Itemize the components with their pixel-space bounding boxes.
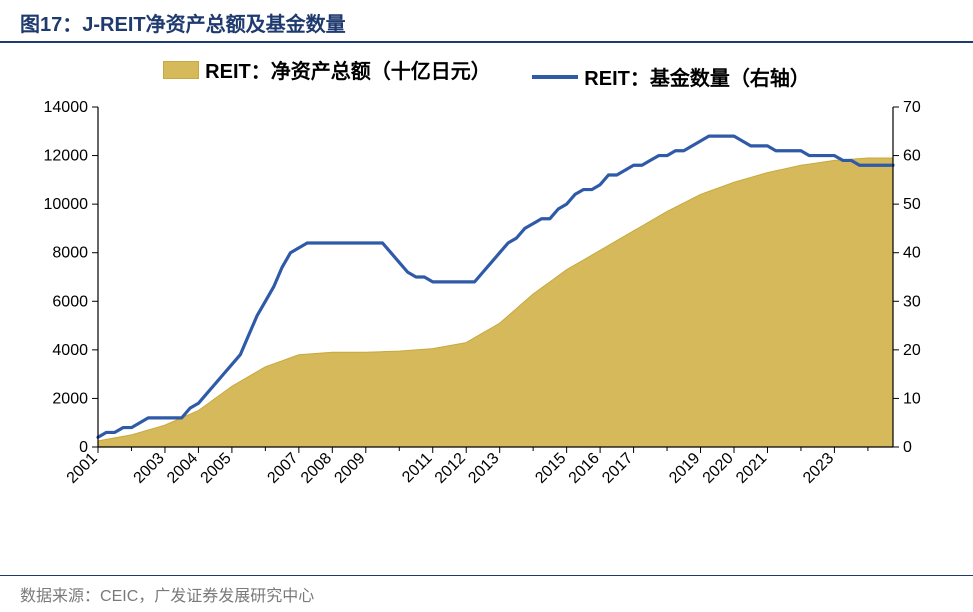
x-tick-label: 2007 [264,450,301,487]
x-tick-label: 2008 [298,450,335,487]
yr-tick-label: 40 [903,245,921,262]
legend-label-area: REIT：净资产总额（十亿日元） [205,55,491,84]
yr-tick-label: 50 [903,196,921,213]
yl-tick-label: 2000 [52,390,88,407]
x-tick-label: 2004 [164,450,201,487]
yr-tick-label: 20 [903,342,921,359]
footer-text: CEIC，广发证券发展研究中心 [100,588,314,605]
yl-tick-label: 12000 [44,148,89,165]
yr-tick-label: 0 [903,439,912,456]
x-tick-label: 2001 [64,450,101,487]
chart-svg: 0200040006000800010000120001400001020304… [20,97,953,527]
x-tick-label: 2012 [432,450,469,487]
yl-tick-label: 6000 [52,293,88,310]
x-tick-label: 2021 [733,450,770,487]
legend-label-line: REIT：基金数量（右轴） [584,62,810,91]
yr-tick-label: 30 [903,293,921,310]
x-tick-label: 2020 [700,450,737,487]
x-tick-label: 2013 [465,450,502,487]
legend-item-area: REIT：净资产总额（十亿日元） [163,55,491,84]
x-tick-label: 2019 [666,450,703,487]
legend: REIT：净资产总额（十亿日元） REIT：基金数量（右轴） [0,43,973,97]
legend-item-line: REIT：基金数量（右轴） [532,62,810,91]
figure-title-prefix: 图17： [20,14,82,36]
x-tick-label: 2017 [599,450,636,487]
x-tick-label: 2015 [532,450,569,487]
x-tick-label: 2016 [566,450,603,487]
x-tick-label: 2003 [131,450,168,487]
footer-label: 数据来源： [20,588,100,605]
x-tick-label: 2009 [331,450,368,487]
x-tick-label: 2011 [399,450,435,486]
yl-tick-label: 4000 [52,342,88,359]
chart: 0200040006000800010000120001400001020304… [20,97,953,527]
yr-tick-label: 10 [903,390,921,407]
x-tick-label: 2023 [800,450,837,487]
yr-tick-label: 60 [903,148,921,165]
x-tick-label: 2005 [198,450,235,487]
footer: 数据来源：CEIC，广发证券发展研究中心 [0,575,973,606]
figure-title-bar: 图17：J-REIT净资产总额及基金数量 [0,0,973,43]
yl-tick-label: 14000 [44,99,89,116]
figure-title-text: J-REIT净资产总额及基金数量 [82,14,345,36]
area-series [98,158,893,447]
legend-swatch-area [163,61,199,79]
yl-tick-label: 8000 [52,245,88,262]
yl-tick-label: 10000 [44,196,89,213]
legend-swatch-line [532,75,578,79]
yr-tick-label: 70 [903,99,921,116]
